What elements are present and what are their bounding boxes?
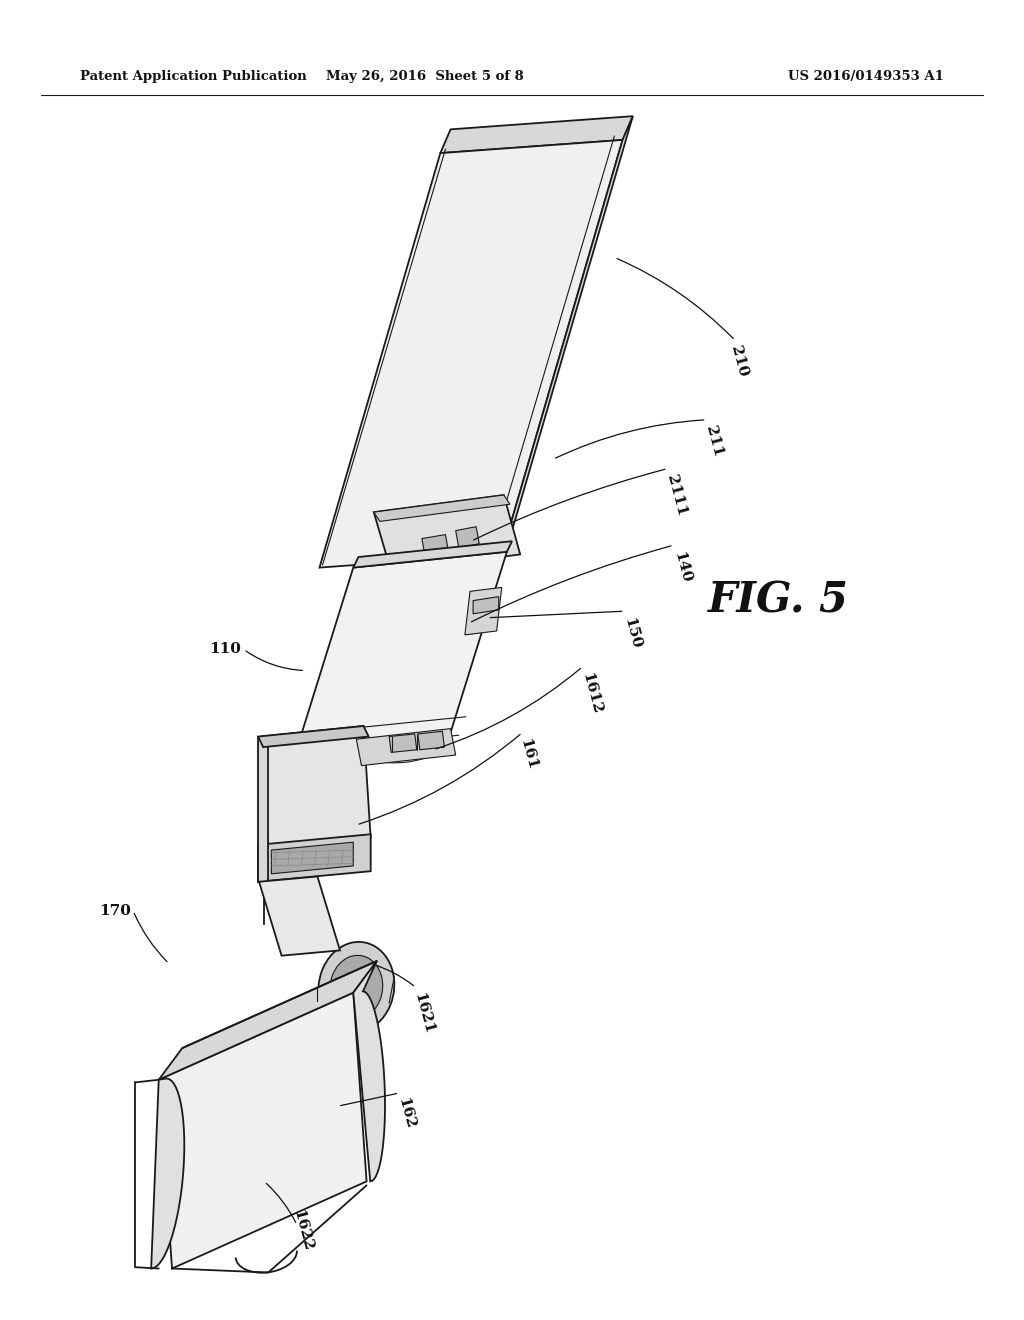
Polygon shape	[152, 1078, 184, 1269]
Polygon shape	[422, 535, 449, 556]
Text: 170: 170	[99, 904, 131, 917]
Polygon shape	[374, 495, 510, 521]
Polygon shape	[258, 726, 369, 747]
Polygon shape	[356, 729, 456, 766]
Polygon shape	[295, 552, 507, 755]
Text: 161: 161	[517, 738, 540, 772]
Polygon shape	[259, 876, 340, 956]
Circle shape	[202, 1140, 208, 1148]
Text: Patent Application Publication: Patent Application Publication	[80, 70, 306, 83]
Polygon shape	[389, 734, 417, 752]
Text: 1622: 1622	[290, 1208, 314, 1253]
Polygon shape	[159, 961, 377, 1080]
Text: 211: 211	[702, 425, 725, 459]
Polygon shape	[258, 834, 371, 882]
Text: 1612: 1612	[579, 672, 603, 715]
Text: May 26, 2016  Sheet 5 of 8: May 26, 2016 Sheet 5 of 8	[326, 70, 524, 83]
Text: FIG. 5: FIG. 5	[708, 579, 849, 622]
Text: 210: 210	[728, 345, 751, 379]
Polygon shape	[271, 842, 353, 874]
Ellipse shape	[330, 956, 383, 1019]
Polygon shape	[319, 140, 623, 568]
Polygon shape	[374, 495, 520, 572]
Polygon shape	[159, 993, 367, 1269]
Polygon shape	[261, 726, 371, 849]
Polygon shape	[353, 541, 512, 568]
Text: 2111: 2111	[664, 474, 688, 517]
Polygon shape	[502, 116, 633, 554]
Polygon shape	[473, 597, 499, 614]
Text: 1621: 1621	[411, 991, 435, 1035]
Circle shape	[226, 1140, 232, 1148]
Text: 140: 140	[671, 550, 693, 585]
Polygon shape	[258, 737, 268, 882]
Ellipse shape	[318, 942, 394, 1032]
Polygon shape	[440, 116, 633, 153]
Polygon shape	[353, 961, 385, 1181]
Polygon shape	[456, 527, 479, 548]
Circle shape	[214, 1125, 220, 1133]
Circle shape	[214, 1140, 220, 1148]
Text: 162: 162	[395, 1097, 418, 1131]
Polygon shape	[465, 587, 502, 635]
Text: 110: 110	[209, 643, 241, 656]
Circle shape	[202, 1125, 208, 1133]
Polygon shape	[418, 731, 444, 750]
Text: 150: 150	[621, 616, 643, 651]
Circle shape	[226, 1125, 232, 1133]
Text: US 2016/0149353 A1: US 2016/0149353 A1	[788, 70, 944, 83]
